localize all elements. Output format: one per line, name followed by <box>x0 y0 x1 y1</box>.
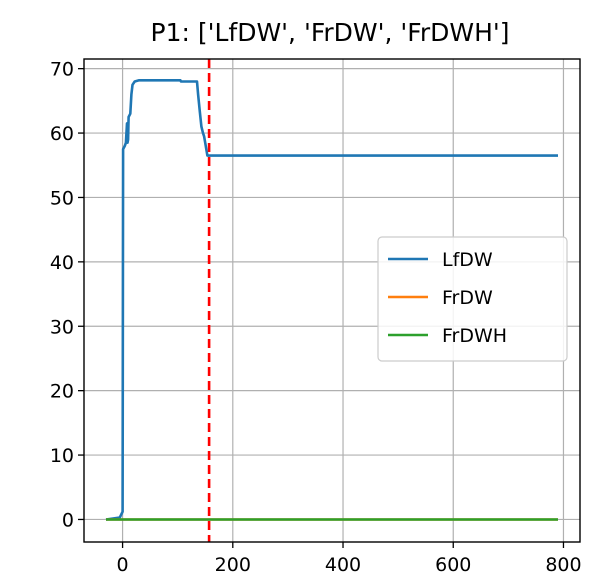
y-tick-label: 30 <box>50 316 74 338</box>
legend-label: FrDW <box>442 287 493 309</box>
y-tick-label: 40 <box>50 252 74 274</box>
series-layer <box>105 79 558 521</box>
series-line-lfdw <box>105 79 558 521</box>
legend-box <box>377 236 568 362</box>
y-tick-label: 50 <box>50 187 74 209</box>
y-tick-label: 70 <box>50 59 74 81</box>
x-tick-label: 200 <box>215 554 251 576</box>
x-tick-label: 600 <box>435 554 471 576</box>
legend-label: LfDW <box>442 249 493 271</box>
legend: LfDW FrDW FrDWH <box>377 236 568 362</box>
x-tick-label: 800 <box>545 554 581 576</box>
y-tick-label: 60 <box>50 123 74 145</box>
plot-frame <box>83 58 581 543</box>
x-tick-label: 0 <box>117 554 129 576</box>
y-tick-label: 20 <box>50 381 74 403</box>
x-tick-label: 400 <box>325 554 361 576</box>
y-tick-label: 0 <box>62 509 74 531</box>
legend-label: FrDWH <box>442 325 507 347</box>
chart-title: P1: ['LfDW', 'FrDW', 'FrDWH'] <box>151 18 510 47</box>
y-tick-label: 10 <box>50 445 74 467</box>
tick-layer: 0 200 400 600 800 0 10 20 30 40 50 60 70 <box>50 59 582 576</box>
